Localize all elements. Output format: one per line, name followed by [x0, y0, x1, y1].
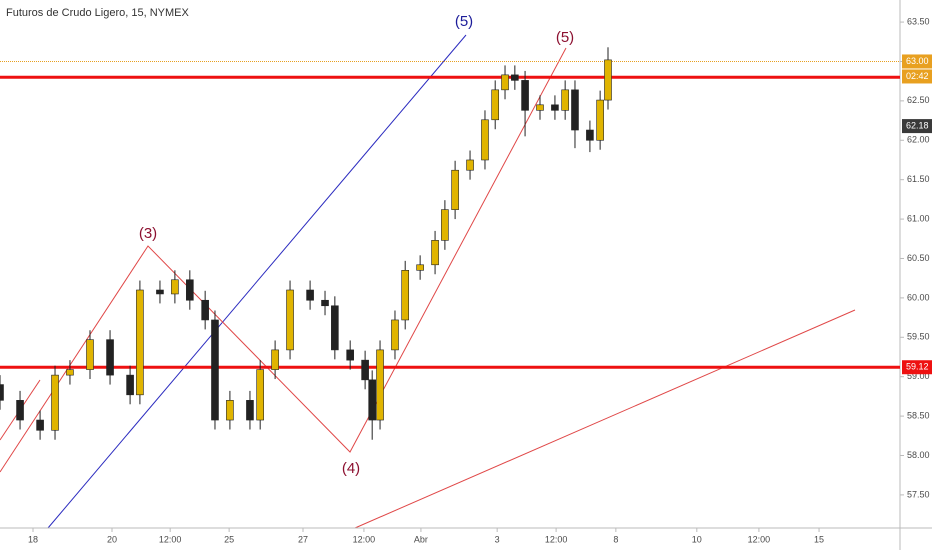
candle-body — [501, 74, 509, 91]
countdown: 02:42 — [906, 71, 929, 81]
candle-body — [331, 305, 339, 351]
candle-body — [286, 289, 294, 351]
candle-body — [536, 104, 544, 111]
x-tick-label: 27 — [298, 534, 308, 544]
candle-body — [306, 289, 314, 301]
x-tick-label: 18 — [28, 534, 38, 544]
y-tick-label: 58.50 — [907, 410, 930, 420]
price-label-box — [902, 360, 932, 375]
candle-body — [51, 374, 59, 431]
candle-body — [441, 209, 449, 241]
candle-body — [481, 119, 489, 161]
candle-body — [511, 74, 519, 81]
y-tick-label: 60.50 — [907, 253, 930, 263]
price-label-box — [902, 119, 932, 134]
candle-body — [571, 89, 579, 131]
x-tick-label: 12:00 — [748, 534, 771, 544]
x-tick-label: 20 — [107, 534, 117, 544]
candle-body — [226, 400, 234, 421]
x-tick-label: 10 — [692, 534, 702, 544]
candle-body — [604, 59, 612, 101]
y-tick-label: 57.50 — [907, 489, 930, 499]
candle-body — [368, 379, 376, 421]
price-label: 62.18 — [906, 120, 929, 130]
y-tick-label: 59.50 — [907, 332, 930, 342]
candle-body — [451, 169, 459, 210]
wave-line — [0, 47, 567, 473]
candle-body — [171, 279, 179, 295]
drawings — [0, 34, 856, 529]
y-tick-label: 61.00 — [907, 213, 930, 223]
y-tick-label: 63.50 — [907, 16, 930, 26]
annotation: (5) — [455, 13, 473, 30]
x-tick-label: 3 — [495, 534, 500, 544]
y-tick-label: 62.00 — [907, 135, 930, 145]
candle-body — [376, 349, 384, 421]
candle-body — [106, 339, 114, 376]
x-tick-label: 25 — [224, 534, 234, 544]
candle-body — [16, 400, 24, 421]
chart-title: Futuros de Crudo Ligero, 15, NYMEX — [6, 7, 189, 19]
y-tick-label: 61.50 — [907, 174, 930, 184]
trend-line — [47, 34, 467, 529]
y-tick-label: 58.00 — [907, 450, 930, 460]
candle-body — [561, 89, 569, 111]
candle-body — [521, 80, 529, 111]
candle-body — [551, 104, 559, 111]
trend-line — [354, 309, 856, 529]
candle-body — [391, 319, 399, 351]
candle-body — [86, 339, 94, 370]
x-tick-label: 8 — [613, 534, 618, 544]
candle-body — [186, 279, 194, 301]
y-tick-label: 59.00 — [907, 371, 930, 381]
y-tick-label: 62.50 — [907, 95, 930, 105]
candle-body — [0, 384, 4, 401]
candle-body — [126, 374, 134, 396]
countdown-box — [902, 69, 932, 84]
price-label: 59.12 — [906, 362, 929, 372]
candle-body — [416, 264, 424, 271]
x-tick-label: 12:00 — [545, 534, 568, 544]
price-label-box — [902, 54, 932, 69]
candle-body — [211, 319, 219, 421]
candle-body — [256, 369, 264, 421]
candle-body — [401, 270, 409, 321]
candle-body — [361, 359, 369, 381]
candle-body — [466, 159, 474, 171]
candle-body — [586, 129, 594, 141]
candle-body — [431, 240, 439, 266]
annotation: (3) — [139, 225, 157, 242]
candle-body — [136, 289, 144, 396]
candle-body — [246, 400, 254, 421]
x-tick-label: Abr — [414, 534, 428, 544]
candle-body — [156, 289, 164, 295]
candle-body — [346, 349, 354, 361]
x-tick-label: 12:00 — [353, 534, 376, 544]
candle-body — [491, 89, 499, 121]
x-tick-label: 12:00 — [159, 534, 182, 544]
candle-body — [66, 369, 74, 376]
candle-body — [596, 99, 604, 141]
y-tick-label: 60.00 — [907, 292, 930, 302]
candle-body — [201, 299, 209, 321]
annotation: (5) — [556, 29, 574, 46]
price-label: 63.00 — [906, 56, 929, 66]
x-tick-label: 15 — [814, 534, 824, 544]
candle-body — [271, 349, 279, 370]
annotation: (4) — [342, 460, 360, 477]
candle-body — [36, 419, 44, 431]
candle-body — [321, 299, 329, 307]
